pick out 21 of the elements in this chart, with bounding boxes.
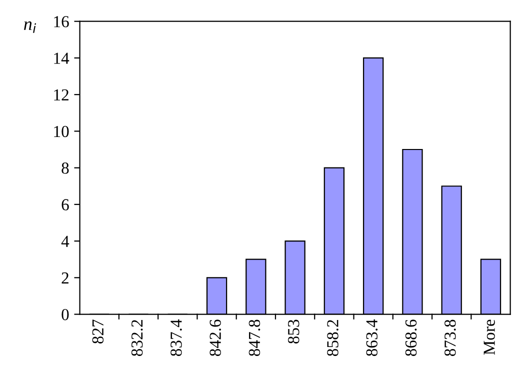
y-tick-label: 14 (54, 52, 70, 64)
y-tick-label: 12 (54, 89, 68, 100)
y-tick-label: 10 (54, 126, 69, 138)
x-tick-label: 842.6 (210, 320, 222, 356)
y-tick-label: 0 (62, 308, 69, 320)
y-axis-title: n$_{i}$ (24, 21, 36, 33)
x-tick-label: 873.8 (444, 320, 456, 356)
y-tick-label: 16 (54, 16, 69, 28)
x-tick-label: 832.2 (131, 320, 143, 356)
x-tick-label: 827 (92, 320, 104, 344)
y-tick-label: 8 (62, 162, 69, 174)
x-tick-label: 837.4 (170, 319, 182, 356)
y-tick-label: 2 (62, 272, 68, 284)
x-tick-label: More (484, 320, 495, 355)
y-tick-label: 4 (61, 236, 70, 247)
x-tick-label: 847.8 (248, 320, 260, 356)
y-tick-label: 6 (62, 199, 69, 210)
x-tick-label: 863.4 (366, 319, 378, 356)
x-tick-label: 858.2 (327, 320, 338, 356)
x-tick-label: 853 (288, 320, 300, 344)
x-tick-label: 868.6 (405, 320, 417, 356)
